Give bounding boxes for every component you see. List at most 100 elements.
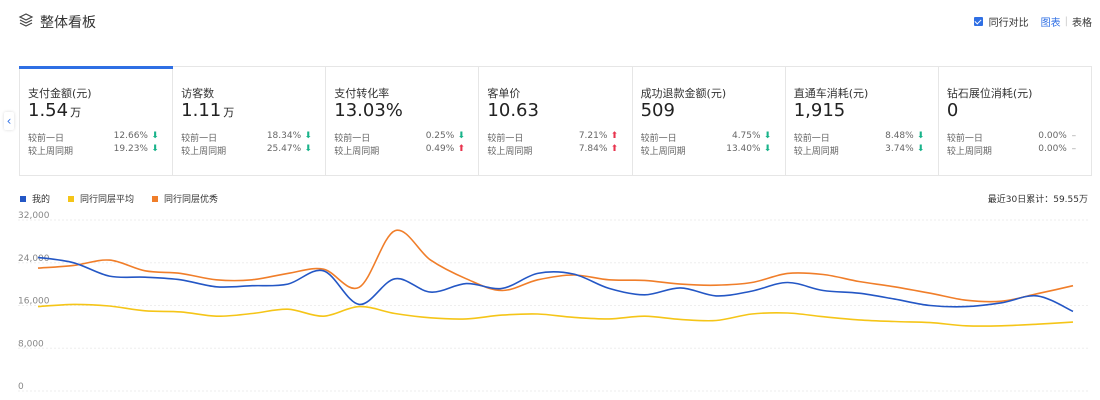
page-title: 整体看板 [40, 15, 96, 31]
comparison-row: 较前一日 18.34% ⬇ [181, 131, 317, 144]
comparison-percent: 18.34% [266, 131, 302, 141]
legend-item-average[interactable]: 同行同层平均 [68, 192, 134, 205]
metric-value: 0 [947, 100, 958, 121]
arrow-down-icon: ⬇ [304, 144, 312, 154]
view-table-link[interactable]: 表格 [1072, 18, 1092, 29]
metric-name: 访客数 [181, 87, 215, 100]
metric-value: 10.63 [487, 100, 539, 121]
comparison-label: 较上周同期 [181, 147, 227, 157]
metric-value: 509 [641, 100, 675, 121]
metric-unit: 万 [223, 106, 235, 119]
comparison-percent: 0.00% [1038, 144, 1067, 154]
y-tick-label: 32,000 [18, 211, 50, 221]
comparison-label: 较前一日 [793, 134, 830, 144]
legend-label: 同行同层优秀 [164, 195, 219, 205]
comparison-row: 较上周同期 3.74% ⬇ [794, 144, 930, 157]
compare-controls: 同行对比 图表 | 表格 [973, 14, 1092, 29]
comparison-label: 较前一日 [334, 134, 371, 144]
trend-chart: 0 8,000 16,000 24,000 32,000 [18, 211, 1090, 392]
comparison-percent: 3.74% [885, 144, 914, 154]
series-excellent-line[interactable] [37, 229, 1074, 303]
y-tick-label: 24,000 [18, 254, 50, 264]
comparison-row: 较前一日 7.21% ⬆ [487, 131, 623, 144]
compare-label[interactable]: 同行对比 [988, 18, 1029, 29]
metric-name: 钻石展位消耗(元) [946, 87, 1033, 100]
comparison-row: 较前一日 4.75% ⬇ [641, 131, 777, 144]
series-mine-line[interactable] [37, 256, 1074, 313]
comparison-label: 较上周同期 [946, 147, 992, 157]
comparison-label: 较上周同期 [334, 147, 380, 157]
chevron-left-icon[interactable]: ‹ [4, 112, 14, 130]
metric-number: 1,915 [793, 100, 846, 121]
legend-swatch [152, 195, 159, 202]
dash-icon: – [1071, 144, 1077, 154]
metric-value: 1.11 万 [181, 100, 234, 121]
legend-item-mine[interactable]: 我的 [20, 192, 50, 205]
compare-checkbox[interactable] [973, 17, 983, 26]
arrow-down-icon: ⬇ [763, 144, 772, 154]
comparison-percent: 7.84% [578, 144, 608, 154]
view-separator: | [1064, 16, 1068, 27]
metric-number: 1.11 [181, 100, 222, 121]
comparison-percent: 4.75% [731, 131, 761, 141]
total-30d: 最近30日累计：59.55万 [987, 195, 1088, 205]
arrow-down-icon: ⬇ [763, 131, 772, 141]
comparison-percent: 8.48% [885, 131, 914, 141]
comparison-percent: 0.49% [425, 144, 455, 154]
series-average-line[interactable] [37, 303, 1074, 327]
comparison-label: 较上周同期 [487, 147, 533, 157]
y-tick-label: 0 [18, 382, 24, 392]
metric-card-conversion[interactable]: 支付转化率 13.03% 较前一日 0.25% ⬇ 较上周同期 0.49% ⬆ [326, 67, 480, 175]
metric-number: 509 [640, 100, 675, 121]
metric-value: 13.03% [334, 100, 403, 121]
dash-icon: – [1071, 131, 1077, 141]
comparison-percent: 13.40% [726, 144, 761, 154]
comparison-percent: 25.47% [266, 144, 302, 154]
arrow-up-icon: ⬆ [457, 144, 466, 154]
legend-item-excellent[interactable]: 同行同层优秀 [152, 192, 218, 205]
comparison-label: 较前一日 [640, 134, 677, 144]
comparison-label: 较前一日 [28, 134, 65, 144]
chart-legend: 我的 同行同层平均 同行同层优秀 [20, 192, 236, 205]
arrow-up-icon: ⬆ [610, 131, 619, 141]
comparison-row: 较前一日 0.25% ⬇ [334, 131, 470, 144]
comparison-row: 较前一日 0.00% – [947, 131, 1083, 144]
legend-label: 我的 [32, 195, 51, 205]
view-chart-link[interactable]: 图表 [1040, 18, 1061, 29]
comparison-label: 较前一日 [181, 134, 218, 144]
metric-name: 成功退款金额(元) [640, 87, 727, 100]
legend-swatch [20, 195, 26, 202]
comparison-row: 较上周同期 25.47% ⬇ [181, 144, 317, 157]
metric-card-pay-amount[interactable]: 支付金额(元) 1.54 万较前一日 12.66% ⬇ 较上周同期 19.23% ⬇ [18, 66, 174, 175]
metric-unit: 万 [70, 106, 82, 119]
legend-swatch [68, 195, 75, 202]
metric-number: 10.63 [487, 100, 539, 121]
arrow-down-icon: ⬇ [916, 144, 925, 154]
arrow-down-icon: ⬇ [457, 131, 466, 141]
comparison-row: 较前一日 8.48% ⬇ [794, 131, 930, 144]
comparison-label: 较上周同期 [28, 147, 74, 157]
metric-card-refund[interactable]: 成功退款金额(元) 509 较前一日 4.75% ⬇ 较上周同期 13.40% ⬇ [633, 67, 786, 175]
comparison-row: 较上周同期 0.00% – [947, 144, 1083, 157]
metric-card-unit-price[interactable]: 客单价 10.63 较前一日 7.21% ⬆ 较上周同期 7.84% ⬆ [479, 67, 633, 175]
arrow-down-icon: ⬇ [916, 131, 925, 141]
arrow-down-icon: ⬇ [304, 131, 312, 141]
metric-value: 1.54 万 [28, 100, 81, 121]
arrow-down-icon: ⬇ [151, 131, 159, 141]
metric-card-zszw[interactable]: 钻石展位消耗(元) 0 较前一日 0.00% – 较上周同期 0.00% – [939, 67, 1091, 175]
dashboard-header: 整体看板 同行对比 图表 | 表格 [0, 0, 1100, 44]
comparison-row: 较上周同期 19.23% ⬇ [28, 144, 164, 157]
metric-name: 支付转化率 [334, 87, 390, 100]
metric-cards: 支付金额(元) 1.54 万较前一日 12.66% ⬇ 较上周同期 19.23% ⬇ 访客数 1… [18, 66, 1092, 176]
metric-number: 13.03% [334, 100, 403, 121]
comparison-percent: 19.23% [113, 144, 148, 154]
comparison-percent: 0.00% [1038, 131, 1067, 141]
comparison-label: 较上周同期 [640, 147, 686, 157]
comparison-row: 较上周同期 0.49% ⬆ [334, 144, 470, 157]
metric-card-visitors[interactable]: 访客数 1.11 万较前一日 18.34% ⬇ 较上周同期 25.47% ⬇ [173, 67, 327, 175]
metric-card-ztc[interactable]: 直通车消耗(元) 1,915 较前一日 8.48% ⬇ 较上周同期 3.74% ⬇ [786, 67, 939, 175]
comparison-row: 较前一日 12.66% ⬇ [28, 131, 164, 144]
arrow-up-icon: ⬆ [610, 144, 619, 154]
layers-icon [18, 13, 34, 27]
comparison-label: 较前一日 [487, 134, 524, 144]
